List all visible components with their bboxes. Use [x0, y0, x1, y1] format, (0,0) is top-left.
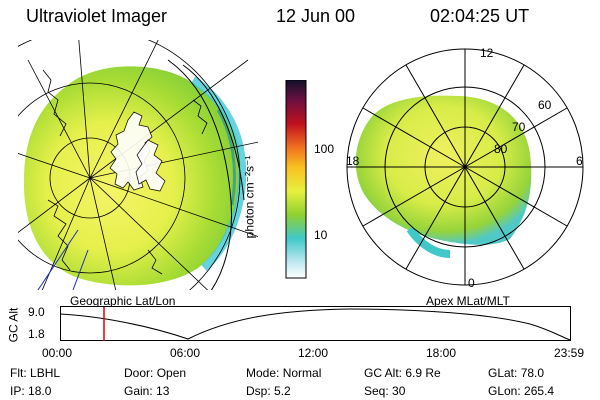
lat-label-70: 70: [512, 120, 526, 134]
colorbar-tick-100: 100: [314, 142, 335, 156]
app-title: Ultraviolet Imager: [26, 6, 168, 26]
apex-label: Apex MLat/MLT: [426, 294, 510, 308]
mlt-label-0: 0: [468, 276, 475, 290]
lat-label-60: 60: [538, 98, 552, 112]
info-dsp: Dsp: 5.2: [246, 384, 291, 398]
alt-ytick-9: 9.0: [28, 305, 45, 319]
info-glon: GLon: 265.4: [488, 384, 555, 398]
alt-xtick-0: 00:00: [42, 346, 73, 360]
header-time: 02:04:25 UT: [430, 6, 530, 26]
info-gain: Gain: 13: [124, 384, 170, 398]
colorbar-unit: photon cm⁻²s⁻¹: [242, 155, 257, 239]
colorbar-tick-10: 10: [314, 228, 328, 242]
info-ip: IP: 18.0: [10, 384, 52, 398]
altitude-plot: [60, 306, 571, 341]
alt-ytick-1-8: 1.8: [28, 327, 45, 341]
header-date: 12 Jun 00: [276, 6, 356, 26]
magnetic-image: [346, 48, 584, 286]
alt-xtick-1: 06:00: [170, 346, 201, 360]
alt-xtick-3: 18:00: [426, 346, 457, 360]
info-flt: Flt: LBHL: [10, 366, 61, 380]
info-mode: Mode: Normal: [246, 366, 322, 380]
geographic-label: Geographic Lat/Lon: [70, 294, 176, 308]
info-door: Door: Open: [124, 366, 187, 380]
alt-xtick-2: 12:00: [298, 346, 329, 360]
emission-region-mag: [355, 95, 532, 245]
mlt-label-12: 12: [480, 46, 494, 60]
info-glat: GLat: 78.0: [488, 366, 545, 380]
lat-label-80: 80: [494, 142, 508, 156]
mlt-label-6: 6: [576, 154, 583, 168]
geographic-image: [18, 40, 258, 290]
alt-ylabel: GC Alt: [6, 307, 21, 343]
alt-xtick-4: 23:59: [554, 346, 585, 360]
info-gc-alt: GC Alt: 6.9 Re: [364, 366, 441, 380]
info-seq: Seq: 30: [364, 384, 406, 398]
mlt-label-18: 18: [346, 154, 360, 168]
colorbar: [285, 80, 307, 279]
